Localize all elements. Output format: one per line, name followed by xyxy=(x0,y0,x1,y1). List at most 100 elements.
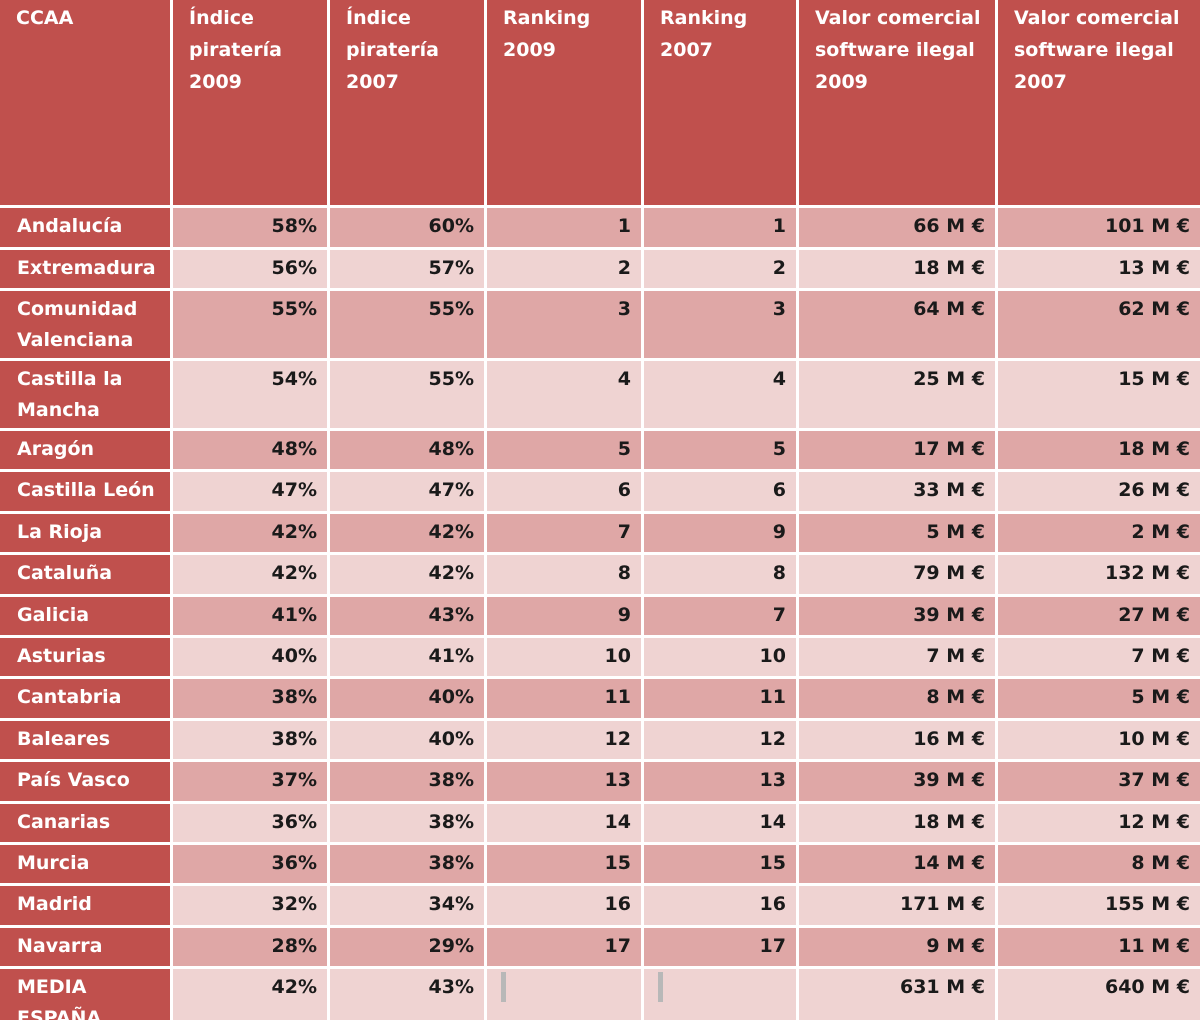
data-cell: 3 xyxy=(487,291,641,358)
data-cell: 17 M € xyxy=(799,431,995,470)
row-label: Cantabria xyxy=(0,679,170,718)
data-cell: 7 M € xyxy=(998,637,1200,677)
data-cell xyxy=(644,969,796,1020)
data-cell: 18 M € xyxy=(799,803,995,842)
row-label: País Vasco xyxy=(0,762,170,801)
data-cell: 12 xyxy=(487,720,641,760)
data-cell: 4 xyxy=(644,361,796,428)
data-cell: 5 xyxy=(487,431,641,470)
data-cell: 47% xyxy=(330,472,484,511)
data-cell: 18 M € xyxy=(998,431,1200,470)
data-cell: 631 M € xyxy=(799,969,995,1020)
data-cell: 25 M € xyxy=(799,361,995,428)
row-label: Castilla León xyxy=(0,472,170,511)
data-cell: 40% xyxy=(173,637,327,677)
data-cell: 40% xyxy=(330,679,484,718)
data-cell: 33 M € xyxy=(799,472,995,511)
data-cell: 12 xyxy=(644,720,796,760)
data-cell: 28% xyxy=(173,927,327,967)
data-cell: 4 xyxy=(487,361,641,428)
data-cell: 36% xyxy=(173,803,327,842)
data-cell: 15 xyxy=(487,844,641,884)
data-cell: 17 xyxy=(487,927,641,967)
data-cell: 11 M € xyxy=(998,927,1200,967)
data-cell: 2 xyxy=(644,250,796,288)
row-label: Asturias xyxy=(0,637,170,677)
row-label: Murcia xyxy=(0,844,170,884)
data-cell: 14 xyxy=(644,803,796,842)
data-cell: 48% xyxy=(330,431,484,470)
data-cell: 16 M € xyxy=(799,720,995,760)
data-cell: 7 xyxy=(644,596,796,635)
data-cell: 15 M € xyxy=(998,361,1200,428)
data-cell: 56% xyxy=(173,250,327,288)
data-cell: 16 xyxy=(644,886,796,925)
data-cell: 11 xyxy=(487,679,641,718)
row-label: Castilla la Mancha xyxy=(0,361,170,428)
data-cell: 9 xyxy=(487,596,641,635)
data-cell: 8 M € xyxy=(799,679,995,718)
data-cell: 13 xyxy=(644,762,796,801)
data-cell: 66 M € xyxy=(799,208,995,247)
data-cell: 27 M € xyxy=(998,596,1200,635)
data-cell: 1 xyxy=(487,208,641,247)
row-label: Canarias xyxy=(0,803,170,842)
data-cell: 55% xyxy=(330,291,484,358)
data-cell: 32% xyxy=(173,886,327,925)
data-cell: 6 xyxy=(644,472,796,511)
cursor-mark xyxy=(501,972,506,1003)
row-label: Aragón xyxy=(0,431,170,470)
data-cell: 62 M € xyxy=(998,291,1200,358)
data-cell: 43% xyxy=(330,596,484,635)
data-cell: 12 M € xyxy=(998,803,1200,842)
data-cell: 8 xyxy=(644,555,796,594)
row-label: Comunidad Valenciana xyxy=(0,291,170,358)
data-cell: 40% xyxy=(330,720,484,760)
data-cell: 5 xyxy=(644,431,796,470)
data-cell: 16 xyxy=(487,886,641,925)
data-cell: 7 xyxy=(487,513,641,553)
data-cell xyxy=(487,969,641,1020)
data-cell: 29% xyxy=(330,927,484,967)
header-cell: Valor comercial software ilegal 2009 xyxy=(799,0,995,205)
data-cell: 38% xyxy=(330,844,484,884)
header-cell: Índice piratería 2007 xyxy=(330,0,484,205)
data-cell: 37% xyxy=(173,762,327,801)
data-cell: 47% xyxy=(173,472,327,511)
row-label: MEDIA ESPAÑA xyxy=(0,969,170,1020)
data-cell: 2 M € xyxy=(998,513,1200,553)
data-cell: 11 xyxy=(644,679,796,718)
data-cell: 55% xyxy=(330,361,484,428)
row-label: Madrid xyxy=(0,886,170,925)
header-cell: Ranking 2009 xyxy=(487,0,641,205)
data-cell: 60% xyxy=(330,208,484,247)
data-cell: 13 M € xyxy=(998,250,1200,288)
row-label: Cataluña xyxy=(0,555,170,594)
data-cell: 79 M € xyxy=(799,555,995,594)
data-cell: 38% xyxy=(330,803,484,842)
data-cell: 34% xyxy=(330,886,484,925)
data-cell: 54% xyxy=(173,361,327,428)
data-cell: 15 xyxy=(644,844,796,884)
data-cell: 8 xyxy=(487,555,641,594)
data-cell: 155 M € xyxy=(998,886,1200,925)
data-cell: 132 M € xyxy=(998,555,1200,594)
data-cell: 640 M € xyxy=(998,969,1200,1020)
cursor-mark xyxy=(658,972,663,1003)
data-cell: 36% xyxy=(173,844,327,884)
data-cell: 42% xyxy=(173,555,327,594)
row-label: Galicia xyxy=(0,596,170,635)
data-cell: 17 xyxy=(644,927,796,967)
data-cell: 38% xyxy=(173,679,327,718)
data-cell: 38% xyxy=(173,720,327,760)
data-cell: 171 M € xyxy=(799,886,995,925)
header-cell: CCAA xyxy=(0,0,170,205)
data-cell: 10 xyxy=(644,637,796,677)
header-cell: Valor comercial software ilegal 2007 xyxy=(998,0,1200,205)
row-label: Navarra xyxy=(0,927,170,967)
row-label: La Rioja xyxy=(0,513,170,553)
data-cell: 13 xyxy=(487,762,641,801)
data-cell: 41% xyxy=(330,637,484,677)
data-cell: 18 M € xyxy=(799,250,995,288)
